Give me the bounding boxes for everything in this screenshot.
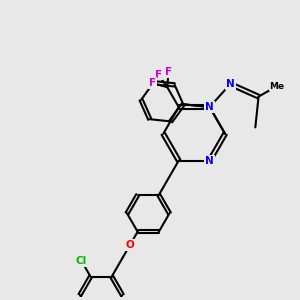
Text: N: N [226,79,235,89]
Text: Me: Me [269,82,284,91]
Text: N: N [205,156,214,166]
Text: N: N [205,102,214,112]
Text: Cl: Cl [76,256,87,266]
Text: F: F [149,78,156,88]
Text: F: F [155,70,162,80]
Text: F: F [165,67,172,77]
Text: O: O [126,240,134,250]
